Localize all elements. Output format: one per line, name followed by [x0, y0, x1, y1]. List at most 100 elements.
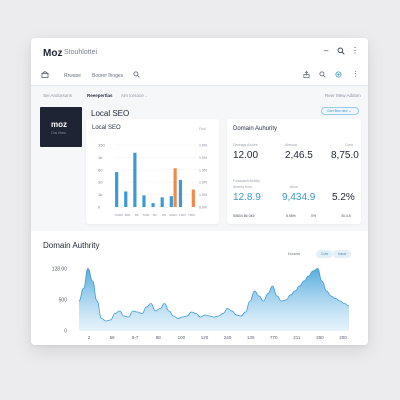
- domain-authority-chart-card: Domain Authrity 128.00 500 0 2 56 9-7 88 100 120…: [31, 231, 368, 345]
- y-tick-label-right: 1.0%: [199, 181, 207, 185]
- local-seo-card-title: Local SEO: [92, 125, 121, 131]
- stat-label: Acreria frors: [233, 185, 253, 189]
- x-tick-label: 290: [316, 335, 324, 340]
- y-tick-label-right: 1.0%: [199, 144, 207, 148]
- y-tick-label-left: 1b: [98, 155, 103, 160]
- stat-footer: 0%: [311, 214, 317, 218]
- brand-tagline: Ora Vheo: [51, 131, 66, 135]
- stat-label: Dareags Acoiee: [233, 143, 258, 147]
- bar: [115, 172, 119, 207]
- y-tick-label-right: 1.0%: [199, 193, 207, 197]
- domain-chart-title: Domain Authrity: [43, 241, 100, 250]
- app-subtitle: Stouhlottei: [64, 49, 98, 56]
- brand-name: moz: [51, 120, 67, 129]
- stat-label: Abecoa: [285, 143, 297, 147]
- stat-label: Afoor: [290, 185, 299, 189]
- x-tick-label: B0: [153, 213, 157, 217]
- target-icon[interactable]: [335, 71, 342, 78]
- y-tick-label-right: 1.0%: [199, 156, 207, 160]
- toolbar: Rrwase Boorer lhoges ⋮: [31, 64, 368, 86]
- stat-value: 8,75.0: [331, 150, 359, 161]
- app-window: Moz Stouhlottei – ⋮ Rrwase Boorer lhoges…: [31, 38, 368, 345]
- y-tick-label: 0: [64, 329, 67, 335]
- bar: [124, 191, 128, 207]
- title-bar: Moz Stouhlottei – ⋮: [31, 38, 368, 64]
- x-tick-label: T200: [142, 213, 149, 217]
- x-tick-label: T2000: [114, 213, 123, 217]
- x-tick-label: B0: [135, 213, 139, 217]
- stat-label: Ccnn: [345, 143, 354, 147]
- x-tick-label: 9-7: [132, 335, 139, 340]
- toolbar-field-1[interactable]: Rrwase: [64, 73, 81, 79]
- y-tick-label: 500: [59, 298, 68, 304]
- y-tick-label-left: 60: [98, 167, 103, 172]
- stat-value: 12.00: [233, 150, 259, 161]
- local-seo-card: Local SEO Fool 150 1b 60 30 1b 0 1.0% 1.0% 1.0% 1…: [86, 119, 219, 224]
- y-tick-label-right: 0.0%: [199, 206, 207, 210]
- y-tick-label-left: 150: [98, 143, 105, 148]
- x-tick-label: 240: [224, 335, 232, 340]
- x-tick-label: 100: [178, 335, 186, 340]
- sub-navigation: Sei Andorsons Reeepertlas Arn lorsoce ..…: [31, 86, 368, 104]
- x-tick-label: 211: [293, 335, 301, 340]
- y-tick-label-right: 1.0%: [199, 168, 207, 172]
- y-tick-label-left: 0: [98, 205, 101, 210]
- subnav-item-2[interactable]: Reeepertlas: [87, 93, 113, 98]
- bar: [160, 197, 164, 207]
- stat-footer: 50804 86 045: [233, 214, 255, 218]
- x-tick-label: B0: [162, 213, 166, 217]
- y-tick-label-left: 1b: [98, 192, 103, 197]
- search-icon[interactable]: [133, 71, 140, 78]
- stat-value: 12.8.9: [233, 192, 261, 203]
- bar: [169, 196, 173, 207]
- stat-label: Fodasaeft Atricity: [233, 179, 260, 183]
- range-pill[interactable]: Cote: [316, 250, 334, 258]
- app-logo: Moz: [43, 48, 63, 59]
- subnav-item-1[interactable]: Sei Andorsons: [43, 93, 73, 98]
- bar: [151, 203, 155, 207]
- more-vertical-icon[interactable]: ⋮: [352, 71, 359, 78]
- search-icon[interactable]: [337, 47, 345, 55]
- stat-footer: 5.96%: [286, 214, 296, 218]
- bar: [133, 152, 137, 207]
- range-button[interactable]: Eursest: [288, 252, 300, 256]
- domain-authority-area-chart: 128.00 500 0 2 56 9-7 88 100 120 240 130 770 211 290 2…: [52, 267, 350, 340]
- toolbar-field-2[interactable]: Boorer lhoges: [92, 73, 124, 79]
- subnav-item-3[interactable]: Arn lorsoce ..: [121, 93, 148, 98]
- x-tick-label: 130: [247, 335, 255, 340]
- x-tick-label: 56: [110, 335, 116, 340]
- y-tick-label-left: 30: [98, 180, 103, 185]
- x-tick-label: 200: [339, 335, 347, 340]
- filter-pill[interactable]: Gon Bnc ned ⌄: [321, 107, 359, 115]
- x-tick-label: T200: [179, 213, 186, 217]
- bar: [173, 168, 177, 207]
- stat-value: 2,46.5: [285, 150, 313, 161]
- domain-authority-card: Domain Auhurity Dareags Acoiee Abecoa Cc…: [227, 119, 361, 224]
- stat-value: 5.2%: [332, 192, 355, 203]
- x-tick-label: T900: [188, 213, 195, 217]
- section-title-local-seo: Local SEO: [91, 109, 130, 118]
- x-tick-label: 120: [201, 335, 209, 340]
- brand-tile: moz Ora Vheo: [40, 107, 82, 147]
- area-line: [78, 268, 350, 322]
- x-tick-label: 2: [88, 335, 91, 340]
- bar: [178, 179, 183, 207]
- local-seo-card-meta: Fool: [199, 127, 206, 131]
- x-tick-label: 770: [270, 335, 278, 340]
- home-icon[interactable]: [41, 71, 49, 78]
- local-seo-bar-chart: 150 1b 60 30 1b 0 1.0% 1.0% 1.0% 1.0% 1.0% 0.0% T200…: [98, 143, 207, 218]
- domain-card-title: Domain Auhurity: [233, 126, 278, 132]
- x-tick-label: B00: [125, 213, 131, 217]
- more-vertical-icon[interactable]: ⋮: [351, 46, 359, 55]
- range-pill[interactable]: Iskoe: [333, 250, 352, 258]
- x-tick-label: 88: [156, 335, 162, 340]
- minimize-icon[interactable]: –: [324, 46, 329, 55]
- bar: [142, 195, 146, 207]
- stat-value: 9,434.9: [282, 192, 316, 203]
- stat-footer: 30.4.5: [341, 214, 351, 218]
- share-icon[interactable]: [303, 71, 310, 78]
- bar: [191, 189, 195, 207]
- search-icon[interactable]: [319, 71, 326, 78]
- subnav-right-link[interactable]: Reer Mew Addom: [325, 93, 361, 98]
- y-tick-label: 128.00: [52, 267, 68, 273]
